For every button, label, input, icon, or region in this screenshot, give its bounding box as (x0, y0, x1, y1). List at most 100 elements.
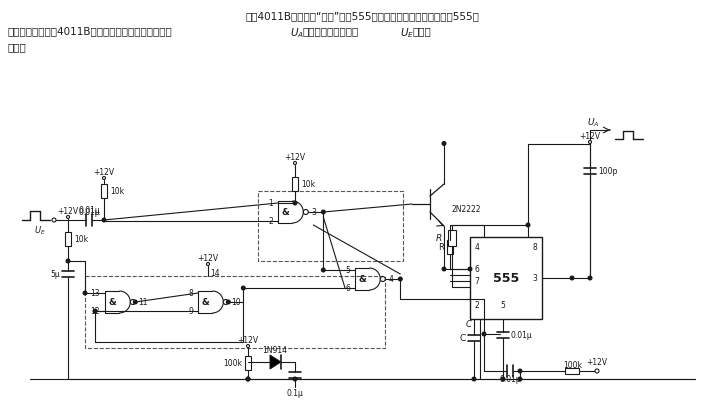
Circle shape (83, 292, 87, 295)
Circle shape (102, 219, 106, 222)
Text: 3: 3 (533, 274, 537, 283)
Text: 6: 6 (474, 265, 479, 274)
Circle shape (322, 211, 325, 214)
Circle shape (67, 216, 69, 219)
Text: 10: 10 (231, 298, 241, 307)
Text: 0.01μ: 0.01μ (511, 331, 533, 340)
Text: +12V: +12V (237, 336, 259, 344)
Text: 9: 9 (188, 307, 193, 316)
Text: &: & (281, 208, 289, 217)
Text: 12: 12 (90, 307, 100, 316)
Circle shape (207, 263, 210, 266)
Circle shape (103, 177, 106, 180)
Text: 100k: 100k (223, 358, 242, 367)
Circle shape (570, 277, 574, 280)
Text: 0.01μ: 0.01μ (78, 206, 100, 215)
Text: 2N2222: 2N2222 (452, 205, 482, 214)
Text: 6: 6 (345, 284, 350, 293)
Text: 1N914: 1N914 (262, 346, 288, 354)
Text: 13: 13 (90, 289, 100, 298)
Circle shape (247, 377, 250, 381)
Text: 为一负: 为一负 (413, 26, 432, 36)
Text: 1: 1 (268, 199, 273, 208)
Circle shape (380, 277, 385, 282)
Text: 0.1μ: 0.1μ (286, 389, 304, 397)
Circle shape (67, 259, 70, 263)
Text: 11: 11 (138, 298, 147, 307)
Circle shape (595, 369, 599, 373)
Polygon shape (270, 355, 281, 369)
Bar (448, 231, 456, 246)
Text: R: R (436, 234, 442, 243)
Text: +12V: +12V (93, 168, 114, 177)
Circle shape (294, 162, 296, 165)
Circle shape (247, 377, 250, 381)
Circle shape (223, 300, 228, 305)
Bar (101, 184, 107, 198)
Circle shape (241, 286, 245, 290)
Text: +12V: +12V (197, 254, 218, 263)
Text: C: C (460, 334, 466, 342)
Circle shape (398, 277, 402, 281)
Text: +12V: +12V (57, 207, 79, 216)
Text: 10k: 10k (74, 235, 88, 244)
Text: 14: 14 (210, 269, 220, 278)
Circle shape (518, 369, 522, 373)
Circle shape (247, 344, 249, 348)
Text: &: & (108, 298, 116, 307)
Text: 2: 2 (268, 217, 273, 226)
Text: 8: 8 (533, 243, 537, 252)
Circle shape (294, 377, 297, 381)
Bar (245, 356, 251, 370)
Text: 5: 5 (500, 301, 505, 310)
Text: 3: 3 (312, 208, 316, 217)
Text: &: & (201, 298, 209, 307)
Text: 2: 2 (474, 301, 479, 310)
Bar (447, 241, 453, 254)
Circle shape (589, 277, 592, 280)
Text: 0.01μ: 0.01μ (499, 375, 521, 383)
Text: 10k: 10k (110, 187, 124, 196)
Bar (65, 233, 71, 246)
Text: 8: 8 (188, 289, 193, 298)
Circle shape (526, 224, 530, 227)
Bar (565, 368, 580, 374)
Circle shape (482, 332, 486, 336)
Text: 555: 555 (493, 272, 519, 285)
Text: 4: 4 (474, 243, 479, 252)
Text: 5μ: 5μ (51, 270, 60, 279)
Circle shape (442, 267, 446, 271)
Text: 脉冲。: 脉冲。 (8, 42, 27, 52)
Text: +12V: +12V (586, 358, 607, 367)
Text: 7: 7 (474, 277, 479, 286)
Bar (258, 192, 403, 261)
Text: $U_A$: $U_A$ (290, 26, 304, 40)
Circle shape (322, 269, 325, 272)
Circle shape (518, 377, 522, 381)
Text: 10k: 10k (301, 180, 315, 189)
Text: 0.01μ: 0.01μ (78, 208, 100, 217)
Circle shape (294, 202, 297, 205)
Circle shape (304, 210, 308, 215)
Circle shape (469, 267, 472, 271)
Text: +12V: +12V (284, 153, 306, 162)
Text: $U_E$: $U_E$ (400, 26, 414, 40)
Circle shape (442, 142, 446, 146)
Text: 生振荡频率信号，4011B作触发器，形成矩形输出脉冲: 生振荡频率信号，4011B作触发器，形成矩形输出脉冲 (8, 26, 173, 36)
Text: 100k: 100k (563, 360, 582, 370)
Text: C: C (466, 320, 472, 329)
Bar (85, 276, 385, 348)
Circle shape (589, 141, 591, 144)
Circle shape (226, 300, 230, 304)
Circle shape (501, 377, 505, 381)
Text: R: R (438, 243, 444, 252)
Text: 采用4011B四双输入“与非”门和555时基电路构成的振荡器电路。555产: 采用4011B四双输入“与非”门和555时基电路构成的振荡器电路。555产 (245, 11, 479, 21)
Text: 4: 4 (388, 275, 393, 284)
Circle shape (93, 310, 97, 313)
Circle shape (130, 300, 135, 305)
Text: 100p: 100p (598, 167, 617, 176)
Bar (470, 237, 542, 319)
Text: &: & (359, 275, 366, 284)
Text: +12V: +12V (579, 132, 601, 141)
Text: 5: 5 (345, 266, 350, 275)
